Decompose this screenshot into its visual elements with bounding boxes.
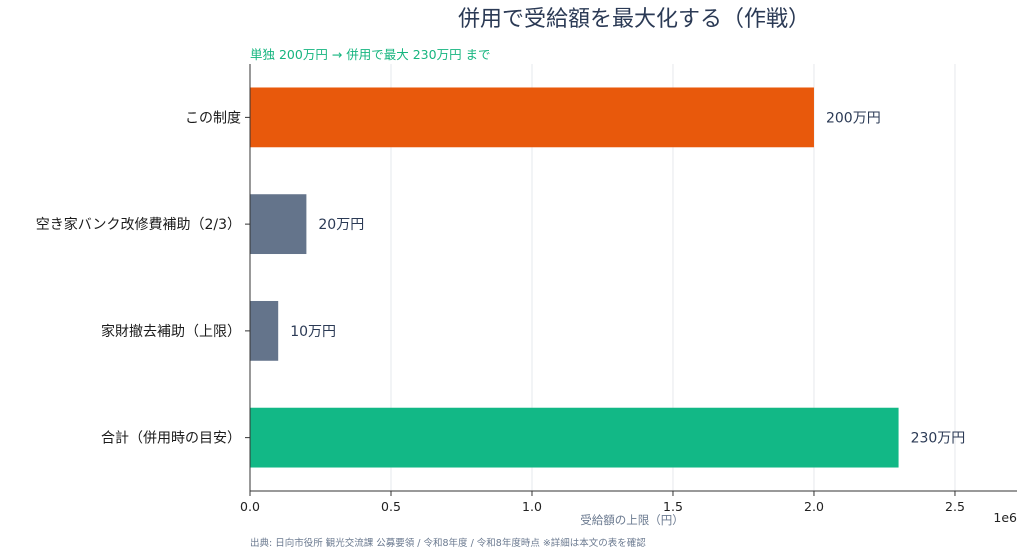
chart-title: 併用で受給額を最大化する（作戦） [458,7,810,32]
x-axis-title: 受給額の上限（円） [580,513,684,527]
category-label: 空き家バンク改修費補助（2/3） [36,216,241,233]
bar-value-label: 10万円 [290,324,336,340]
bar-value-label: 200万円 [826,110,881,126]
category-label: 合計（併用時の目安） [101,431,241,447]
x-tick-label: 2.5 [945,499,965,514]
x-axis-offset-label: 1e6 [993,510,1017,525]
x-ticks: 0.0 0.5 1.0 1.5 2.0 2.5 [240,491,965,514]
bar [250,407,899,468]
x-tick-label: 1.0 [522,499,542,514]
category-label: 家財撤去補助（上限） [101,323,241,340]
bar-value-label: 20万円 [318,217,364,233]
x-tick-label: 0.0 [240,499,260,514]
x-tick-label: 0.5 [381,499,401,514]
value-labels: 200万円 20万円 10万円 230万円 [290,110,965,446]
category-label: この制度 [185,110,241,126]
source-note: 出典: 日向市役所 観光交流課 公募要領 / 令和8年度 / 令和8年度時点 ※… [250,537,646,549]
bar-value-label: 230万円 [911,431,966,447]
bars [250,87,899,468]
x-tick-label: 1.5 [663,499,683,514]
bar [250,194,307,255]
bar [250,87,814,148]
bar [250,300,279,361]
chart-subtitle: 単独 200万円 → 併用で最大 230万円 まで [250,47,491,62]
x-tick-label: 2.0 [804,499,824,514]
